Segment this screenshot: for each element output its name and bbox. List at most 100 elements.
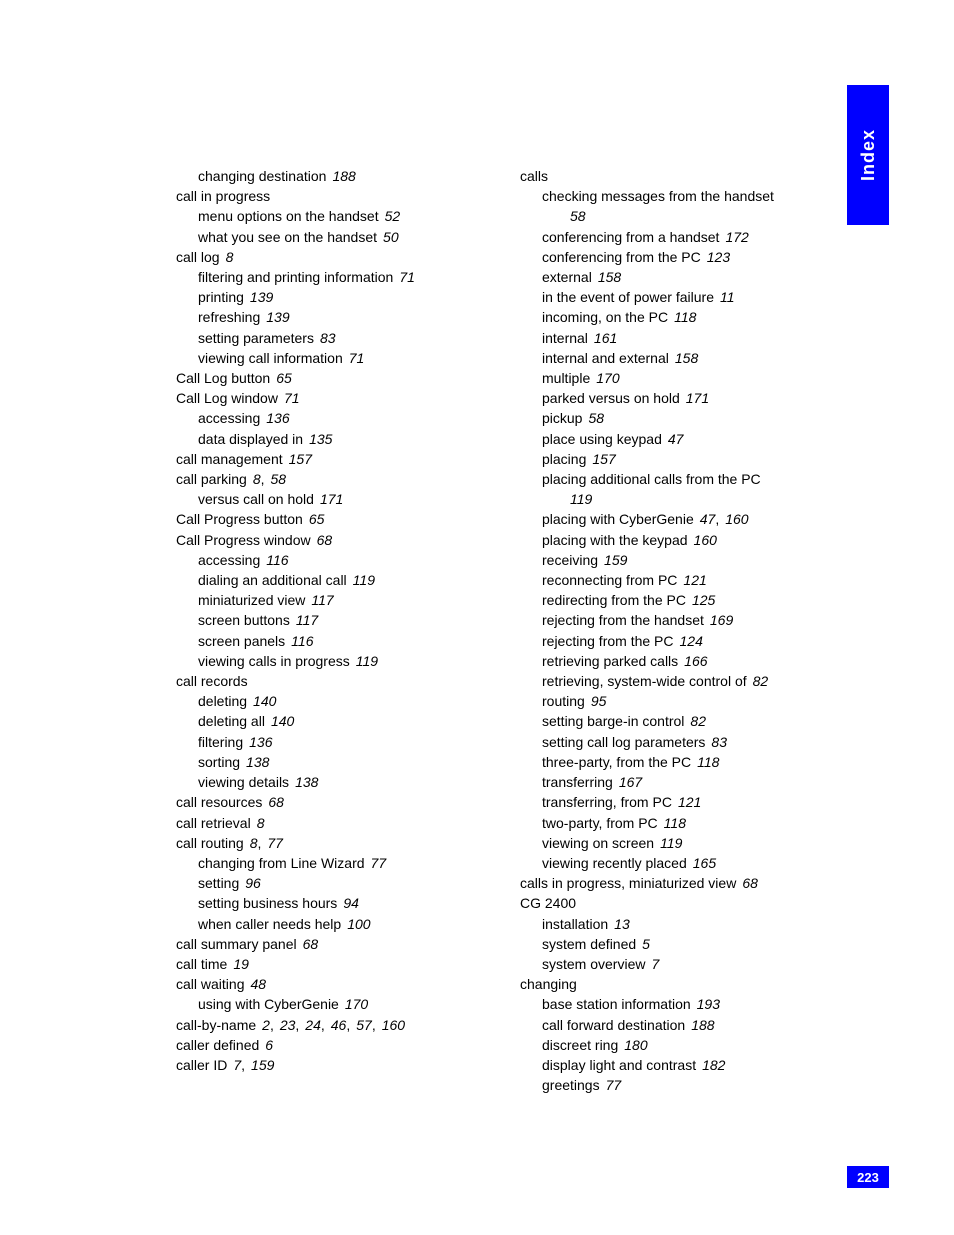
index-term: rejecting from the PC bbox=[542, 633, 674, 649]
index-entry: system overview7 bbox=[520, 954, 840, 974]
index-entry: redirecting from the PC125 bbox=[520, 590, 840, 610]
index-entry: refreshing139 bbox=[176, 307, 496, 327]
index-term: caller defined bbox=[176, 1037, 259, 1053]
page: Index 223 changing destination188call in… bbox=[0, 0, 954, 1235]
index-term: conferencing from a handset bbox=[542, 229, 719, 245]
index-term: setting barge-in control bbox=[542, 713, 684, 729]
index-page-ref: 118 bbox=[674, 309, 696, 325]
index-term: call parking bbox=[176, 471, 247, 487]
index-entry: setting barge-in control 82 bbox=[520, 711, 840, 731]
index-entry-continuation: 119 bbox=[520, 489, 840, 509]
index-entry: call summary panel68 bbox=[176, 934, 496, 954]
index-entry: Call Log window71 bbox=[176, 388, 496, 408]
index-page-ref: 8 bbox=[253, 471, 261, 487]
index-entry: deleting all140 bbox=[176, 711, 496, 731]
index-term: rejecting from the handset bbox=[542, 612, 704, 628]
index-page-ref: 50 bbox=[383, 229, 399, 245]
index-term: accessing bbox=[198, 552, 260, 568]
index-entry: menu options on the handset52 bbox=[176, 206, 496, 226]
index-entry: when caller needs help100 bbox=[176, 914, 496, 934]
index-page-ref: 77 bbox=[371, 855, 387, 871]
index-entry: transferring, from PC121 bbox=[520, 792, 840, 812]
index-term: call waiting bbox=[176, 976, 244, 992]
index-page-ref: 125 bbox=[692, 592, 715, 608]
index-page-ref: 82 bbox=[690, 713, 706, 729]
index-term: deleting bbox=[198, 693, 247, 709]
index-term: checking messages from the handset bbox=[542, 188, 774, 204]
index-entry: call-by-name2,23,24,46,57,160 bbox=[176, 1015, 496, 1035]
index-page-ref: 58 bbox=[570, 208, 586, 224]
index-entry: pickup58 bbox=[520, 408, 840, 428]
index-entry: call retrieval8 bbox=[176, 813, 496, 833]
index-column-left: changing destination188call in progressm… bbox=[176, 166, 496, 1095]
index-page-ref: 77 bbox=[606, 1077, 622, 1093]
index-entry: printing139 bbox=[176, 287, 496, 307]
index-entry: call parking8,58 bbox=[176, 469, 496, 489]
index-term: call forward destination bbox=[542, 1017, 685, 1033]
index-entry: reconnecting from PC121 bbox=[520, 570, 840, 590]
index-term: menu options on the handset bbox=[198, 208, 379, 224]
index-entry: miniaturized view117 bbox=[176, 590, 496, 610]
index-entry: sorting138 bbox=[176, 752, 496, 772]
index-term: routing bbox=[542, 693, 585, 709]
index-page-ref: 2 bbox=[262, 1017, 270, 1033]
index-page-ref: 6 bbox=[265, 1037, 273, 1053]
index-term: screen panels bbox=[198, 633, 285, 649]
index-term: conferencing from the PC bbox=[542, 249, 701, 265]
index-entry: internal161 bbox=[520, 328, 840, 348]
index-entry: setting96 bbox=[176, 873, 496, 893]
index-term: setting parameters bbox=[198, 330, 314, 346]
index-page-ref: 124 bbox=[680, 633, 703, 649]
index-page-ref: 158 bbox=[675, 350, 698, 366]
index-term: display light and contrast bbox=[542, 1057, 696, 1073]
index-entry: call time 19 bbox=[176, 954, 496, 974]
index-entry: data displayed in135 bbox=[176, 429, 496, 449]
index-term: dialing an additional call bbox=[198, 572, 347, 588]
index-entry: call forward destination188 bbox=[520, 1015, 840, 1035]
index-term: calls in progress, miniaturized view bbox=[520, 875, 736, 891]
index-term: changing from Line Wizard bbox=[198, 855, 365, 871]
index-page-ref: 188 bbox=[332, 168, 355, 184]
index-page-ref: 140 bbox=[253, 693, 276, 709]
index-term: greetings bbox=[542, 1077, 600, 1093]
index-page-ref: 7 bbox=[651, 956, 659, 972]
index-entry: viewing on screen119 bbox=[520, 833, 840, 853]
index-column-right: callschecking messages from the handset5… bbox=[520, 166, 840, 1095]
index-page-ref: 71 bbox=[349, 350, 365, 366]
index-entry: checking messages from the handset bbox=[520, 186, 840, 206]
index-entry: screen buttons117 bbox=[176, 610, 496, 630]
index-page-ref: 157 bbox=[289, 451, 312, 467]
index-term: internal bbox=[542, 330, 588, 346]
index-entry: viewing details138 bbox=[176, 772, 496, 792]
index-term: call routing bbox=[176, 835, 244, 851]
index-term: placing with the keypad bbox=[542, 532, 688, 548]
index-entry: call records bbox=[176, 671, 496, 691]
index-entry: call management157 bbox=[176, 449, 496, 469]
index-page-ref: 71 bbox=[399, 269, 415, 285]
index-term: call log bbox=[176, 249, 220, 265]
index-term: changing bbox=[520, 976, 577, 992]
index-term: accessing bbox=[198, 410, 260, 426]
index-term: viewing on screen bbox=[542, 835, 654, 851]
index-term: viewing details bbox=[198, 774, 289, 790]
index-page-ref: 139 bbox=[250, 289, 273, 305]
index-page-ref: 47 bbox=[668, 431, 684, 447]
index-entry: greetings 77 bbox=[520, 1075, 840, 1095]
index-entry: dialing an additional call119 bbox=[176, 570, 496, 590]
index-entry-continuation: 58 bbox=[520, 206, 840, 226]
index-page-ref: 160 bbox=[694, 532, 717, 548]
index-page-ref: 47 bbox=[700, 511, 716, 527]
index-term: call in progress bbox=[176, 188, 270, 204]
index-page-ref: 159 bbox=[604, 552, 627, 568]
index-page-ref: 5 bbox=[642, 936, 650, 952]
index-page-ref: 65 bbox=[309, 511, 325, 527]
index-page-ref: 182 bbox=[702, 1057, 725, 1073]
index-entry: placing with CyberGenie47,160 bbox=[520, 509, 840, 529]
index-term: three-party, from the PC bbox=[542, 754, 691, 770]
index-entry: placing with the keypad 160 bbox=[520, 530, 840, 550]
index-term: transferring, from PC bbox=[542, 794, 672, 810]
index-term: call time bbox=[176, 956, 227, 972]
index-entry: viewing call information71 bbox=[176, 348, 496, 368]
index-page-ref: 19 bbox=[233, 956, 249, 972]
index-columns: changing destination188call in progressm… bbox=[176, 166, 840, 1095]
